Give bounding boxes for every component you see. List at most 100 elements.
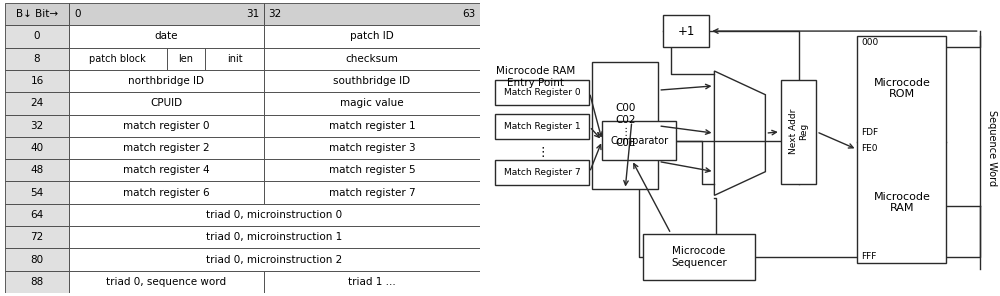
Text: 40: 40 <box>30 143 44 153</box>
Bar <box>69 181 264 204</box>
Bar <box>69 70 264 92</box>
Text: southbridge ID: southbridge ID <box>333 76 411 86</box>
Bar <box>69 137 264 159</box>
Text: 88: 88 <box>30 277 44 287</box>
Text: FDF: FDF <box>861 128 878 137</box>
Text: +1: +1 <box>678 25 695 38</box>
Text: 64: 64 <box>30 210 44 220</box>
Bar <box>5 248 69 271</box>
Bar <box>5 115 69 137</box>
Bar <box>857 36 946 263</box>
Text: C00
C02
⋮
C0E: C00 C02 ⋮ C0E <box>615 103 635 148</box>
Bar <box>264 3 480 25</box>
Bar <box>495 80 589 105</box>
Bar <box>5 3 69 25</box>
Bar <box>69 92 264 115</box>
Text: Microcode
RAM: Microcode RAM <box>873 192 930 213</box>
Text: 54: 54 <box>30 188 44 198</box>
Text: len: len <box>178 54 193 64</box>
Bar <box>69 159 264 181</box>
Text: date: date <box>155 31 178 41</box>
Bar <box>5 137 69 159</box>
Text: 32: 32 <box>30 121 44 131</box>
Bar <box>781 80 816 184</box>
Bar <box>264 137 480 159</box>
Text: CPUID: CPUID <box>150 98 183 108</box>
Text: match register 1: match register 1 <box>329 121 415 131</box>
Text: match register 3: match register 3 <box>329 143 415 153</box>
Text: checksum: checksum <box>346 54 398 64</box>
Bar <box>495 160 589 185</box>
Text: triad 0, sequence word: triad 0, sequence word <box>106 277 227 287</box>
Text: B↓ Bit→: B↓ Bit→ <box>16 9 58 19</box>
Bar <box>5 181 69 204</box>
Text: match register 4: match register 4 <box>123 165 210 175</box>
Text: 000: 000 <box>861 38 879 47</box>
Bar <box>643 234 755 280</box>
Bar <box>69 204 480 226</box>
Bar <box>69 226 480 248</box>
Text: 32: 32 <box>269 9 282 19</box>
Bar <box>69 48 166 70</box>
Text: Microcode RAM
Entry Point: Microcode RAM Entry Point <box>496 66 576 88</box>
Text: Match Register 0: Match Register 0 <box>504 88 581 97</box>
Bar <box>663 15 709 47</box>
Bar <box>5 204 69 226</box>
Bar <box>602 121 676 160</box>
Bar <box>5 70 69 92</box>
Text: triad 0, microinstruction 0: triad 0, microinstruction 0 <box>207 210 343 220</box>
Bar <box>264 25 480 48</box>
Text: northbridge ID: northbridge ID <box>128 76 205 86</box>
Text: match register 0: match register 0 <box>123 121 210 131</box>
Bar <box>205 48 264 70</box>
Bar <box>69 248 480 271</box>
Text: 63: 63 <box>462 9 475 19</box>
Bar <box>264 159 480 181</box>
Text: Match Register 7: Match Register 7 <box>504 168 581 177</box>
Text: Sequence Word: Sequence Word <box>987 110 997 186</box>
Bar <box>264 48 480 70</box>
Bar <box>5 92 69 115</box>
Text: FE0: FE0 <box>861 144 878 153</box>
Text: 8: 8 <box>34 54 40 64</box>
Text: triad 1 ...: triad 1 ... <box>348 277 396 287</box>
Bar <box>264 92 480 115</box>
Bar <box>5 25 69 48</box>
Text: 0: 0 <box>34 31 40 41</box>
Bar <box>264 115 480 137</box>
Bar <box>264 70 480 92</box>
Text: match register 2: match register 2 <box>123 143 210 153</box>
Text: Next Addr
Reg: Next Addr Reg <box>789 109 808 155</box>
Text: Comparator: Comparator <box>610 136 668 146</box>
Text: match register 5: match register 5 <box>329 165 415 175</box>
Text: 24: 24 <box>30 98 44 108</box>
Text: init: init <box>227 54 242 64</box>
Bar <box>69 25 264 48</box>
Text: Microcode
Sequencer: Microcode Sequencer <box>671 246 727 268</box>
Bar <box>69 115 264 137</box>
Text: 0: 0 <box>74 9 80 19</box>
Bar <box>5 226 69 248</box>
Bar <box>495 114 589 139</box>
Text: ⋮: ⋮ <box>536 146 549 159</box>
Text: triad 0, microinstruction 1: triad 0, microinstruction 1 <box>206 232 343 242</box>
Bar <box>166 48 205 70</box>
Bar <box>69 271 264 293</box>
Text: 80: 80 <box>30 255 44 265</box>
Bar <box>69 3 264 25</box>
Text: 16: 16 <box>30 76 44 86</box>
Bar <box>5 271 69 293</box>
Text: patch ID: patch ID <box>350 31 394 41</box>
Text: 72: 72 <box>30 232 44 242</box>
Bar <box>264 181 480 204</box>
Text: Match Register 1: Match Register 1 <box>504 122 581 131</box>
Text: Microcode
ROM: Microcode ROM <box>873 78 930 99</box>
Text: triad 0, microinstruction 2: triad 0, microinstruction 2 <box>206 255 343 265</box>
Text: 31: 31 <box>246 9 259 19</box>
Text: match register 7: match register 7 <box>329 188 415 198</box>
Bar <box>5 48 69 70</box>
Bar <box>5 159 69 181</box>
Text: match register 6: match register 6 <box>123 188 210 198</box>
Bar <box>592 62 658 189</box>
Text: FFF: FFF <box>861 252 877 260</box>
